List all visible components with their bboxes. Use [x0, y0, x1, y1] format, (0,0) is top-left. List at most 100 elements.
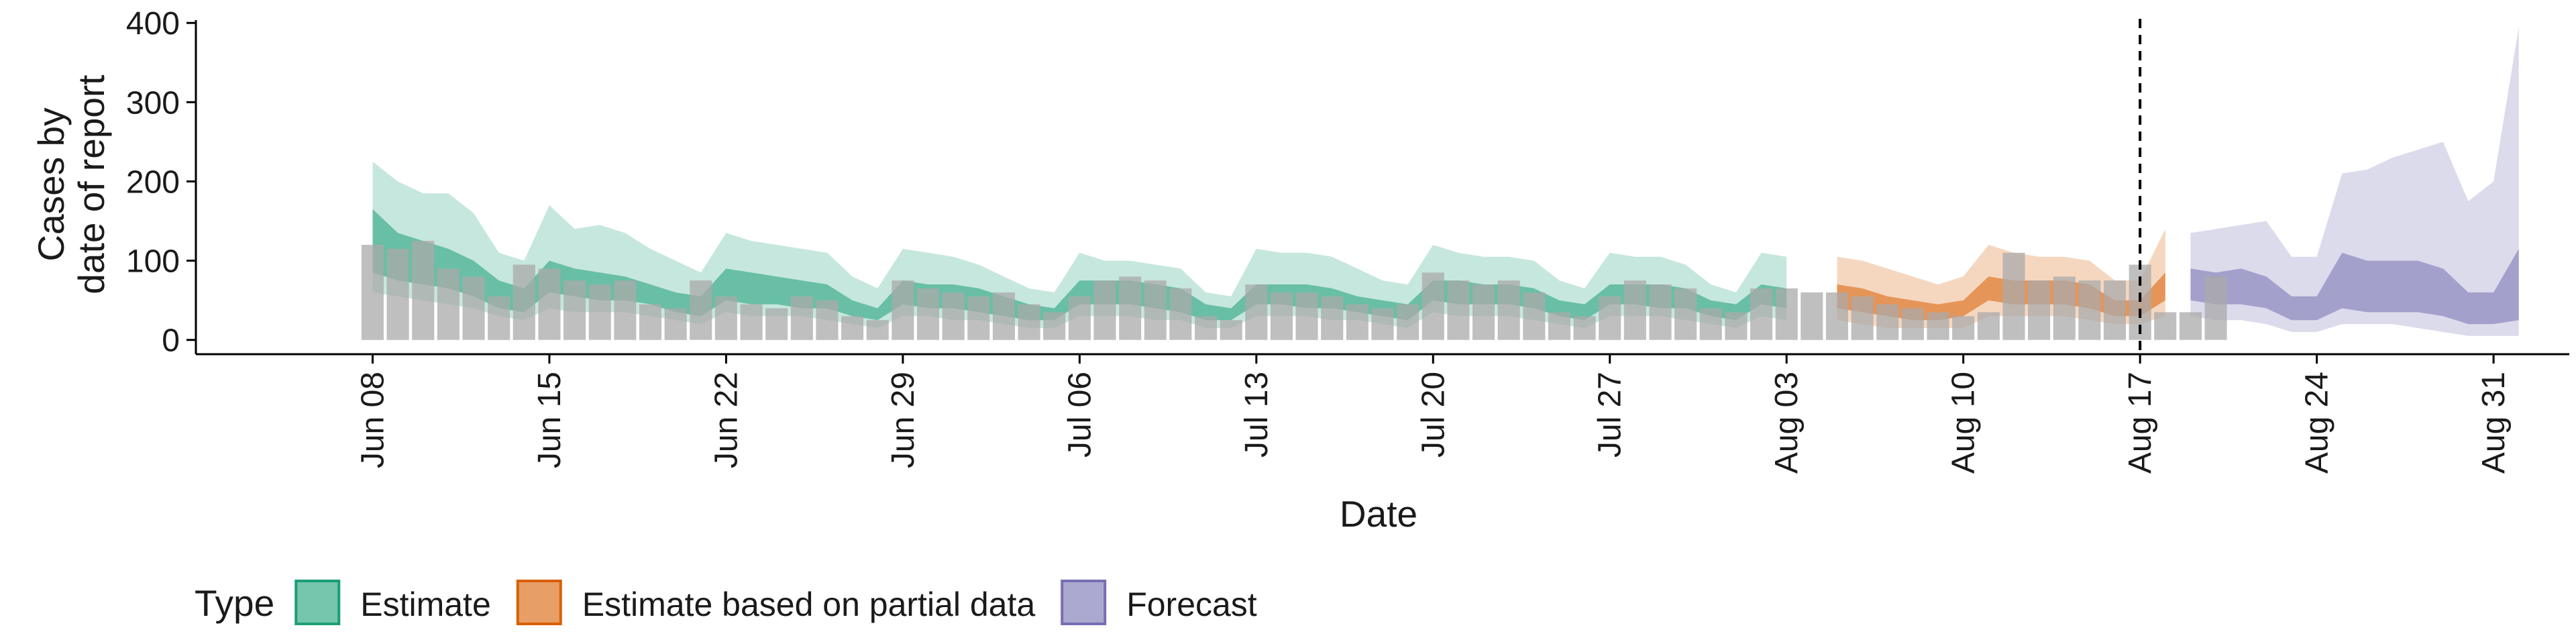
x-axis-title: Date: [1340, 493, 1417, 535]
legend-swatch-0: [294, 580, 341, 625]
case-bar-30: [1119, 276, 1142, 340]
case-bar-58: [1825, 292, 1848, 340]
case-bar-26: [1018, 304, 1040, 340]
legend-label-0: Estimate: [360, 586, 491, 623]
case-bar-40: [1371, 308, 1394, 340]
case-bar-22: [916, 288, 939, 340]
case-bar-49: [1599, 296, 1621, 340]
case-bar-19: [841, 316, 864, 340]
case-bar-52: [1674, 288, 1697, 340]
case-bar-32: [1169, 288, 1192, 340]
case-bar-56: [1775, 288, 1798, 340]
case-bar-54: [1725, 312, 1748, 340]
y-tick-label-2: 200: [126, 164, 180, 200]
case-bar-33: [1195, 316, 1218, 340]
x-tick-label-10: Aug 17: [2123, 372, 2158, 474]
case-bar-47: [1548, 312, 1570, 340]
legend-label-1: Estimate based on partial data: [582, 586, 1036, 623]
case-bar-43: [1447, 280, 1470, 340]
y-tick-label-3: 300: [126, 85, 180, 121]
axes: 0 100 200 300 400 Jun 08 Jun 15 Jun 22 Jun 29 Jul…: [126, 6, 2569, 474]
case-bar-68: [2078, 280, 2101, 340]
case-bar-64: [1977, 312, 2000, 340]
case-bar-1: [386, 248, 409, 340]
case-bar-72: [2179, 312, 2202, 340]
x-tick-label-11: Aug 24: [2300, 372, 2335, 474]
case-bar-34: [1220, 320, 1242, 340]
case-bar-17: [790, 296, 813, 340]
case-bar-20: [866, 320, 889, 340]
case-bar-65: [2002, 252, 2025, 340]
legend-swatch-2: [1061, 580, 1107, 625]
y-axis-title-line-1: Cases by: [30, 107, 72, 262]
case-bar-73: [2204, 276, 2227, 340]
case-bar-24: [967, 296, 990, 340]
x-tick-label-8: Aug 03: [1769, 372, 1805, 474]
x-tick-label-6: Jul 20: [1415, 372, 1451, 458]
case-bar-61: [1901, 308, 1924, 340]
case-bar-44: [1472, 284, 1495, 340]
x-tick-label-0: Jun 08: [355, 372, 390, 468]
case-bar-16: [765, 308, 788, 340]
band-90-series-2: [2190, 27, 2519, 336]
case-bar-12: [664, 308, 687, 340]
case-bar-57: [1801, 292, 1823, 340]
case-bar-0: [361, 245, 384, 340]
case-bar-51: [1649, 284, 1672, 340]
case-bar-15: [740, 304, 763, 340]
case-bar-55: [1750, 288, 1773, 340]
case-bar-42: [1421, 272, 1444, 340]
legend-title: Type: [195, 582, 274, 624]
y-tick-label-1: 100: [126, 244, 180, 280]
case-bar-18: [816, 300, 839, 340]
case-bar-5: [488, 296, 511, 340]
x-tick-label-7: Jul 27: [1593, 372, 1628, 458]
case-bar-6: [513, 264, 535, 340]
case-bar-10: [614, 280, 637, 340]
case-bar-7: [538, 268, 561, 340]
legend-swatch-1: [516, 580, 562, 625]
case-bar-67: [2053, 276, 2076, 340]
legend-entry-0: Estimate: [294, 580, 491, 625]
case-bar-48: [1573, 316, 1596, 340]
case-bar-50: [1623, 280, 1646, 340]
case-bar-28: [1068, 296, 1091, 340]
case-bar-63: [1952, 316, 1975, 340]
legend-entry-2: Forecast: [1061, 580, 1257, 625]
case-bar-23: [942, 292, 965, 340]
case-bar-41: [1397, 304, 1419, 340]
case-bar-13: [690, 280, 712, 340]
case-bar-53: [1699, 308, 1722, 340]
case-bar-31: [1144, 280, 1167, 340]
y-axis-title: Cases by date of report: [30, 74, 112, 294]
case-bar-35: [1245, 284, 1268, 340]
x-tick-label-5: Jul 13: [1239, 372, 1275, 458]
case-bar-8: [564, 280, 586, 340]
legend-entry-1: Estimate based on partial data: [516, 580, 1036, 625]
case-bar-4: [462, 276, 485, 340]
x-tick-label-4: Jul 06: [1062, 372, 1097, 458]
y-tick-label-4: 400: [126, 6, 180, 42]
case-bar-62: [1927, 312, 1949, 340]
legend-label-2: Forecast: [1126, 586, 1257, 623]
y-tick-label-0: 0: [162, 323, 180, 359]
case-bar-45: [1497, 280, 1520, 340]
legend: Type Estimate Estimate based on partial d…: [195, 580, 1257, 625]
case-bar-71: [2154, 312, 2177, 340]
x-tick-label-9: Aug 10: [1946, 372, 1982, 474]
x-tick-label-12: Aug 31: [2476, 372, 2512, 474]
case-bar-29: [1093, 280, 1116, 340]
x-tick-label-1: Jun 15: [532, 372, 568, 468]
case-bar-3: [437, 268, 460, 340]
case-bar-37: [1295, 292, 1318, 340]
case-bar-9: [588, 284, 611, 340]
case-bar-25: [992, 292, 1015, 340]
case-bar-60: [1876, 304, 1899, 340]
case-bar-27: [1043, 312, 1066, 340]
x-tick-label-2: Jun 22: [708, 372, 744, 468]
band-50-series-2: [2190, 248, 2519, 325]
case-bar-69: [2103, 280, 2126, 340]
case-bar-59: [1851, 296, 1874, 340]
case-bar-11: [639, 304, 661, 340]
